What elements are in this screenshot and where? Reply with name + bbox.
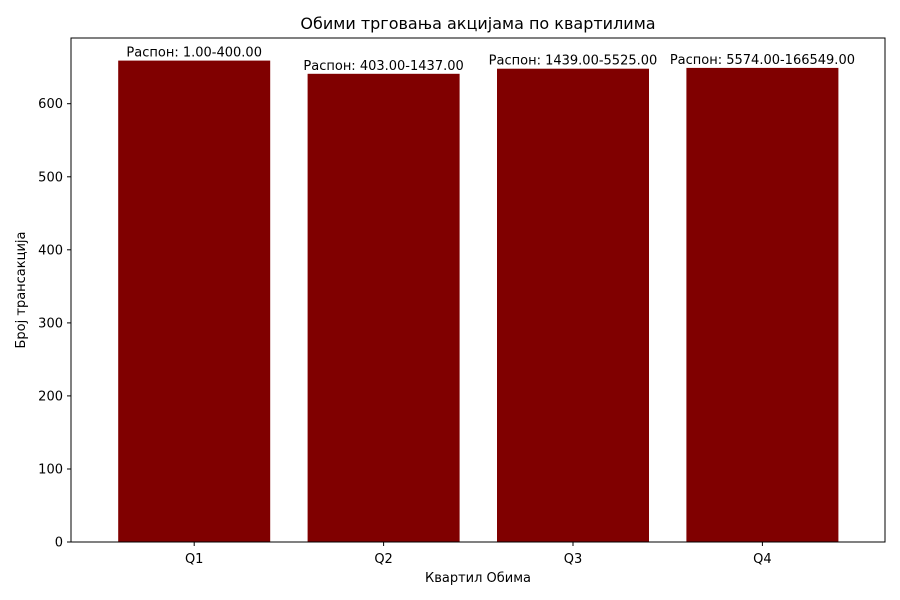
plot-area-frame xyxy=(70,37,886,543)
chart-title: Обими трговања акцијама по квартилима xyxy=(300,14,655,33)
x-tick-label-q4: Q4 xyxy=(753,552,772,567)
y-tick-label-600: 600 xyxy=(38,97,63,112)
y-axis-label: Број трансакција xyxy=(14,232,29,349)
y-tick-label-300: 300 xyxy=(38,316,63,331)
bar-q3 xyxy=(497,68,649,542)
bar-q2 xyxy=(307,73,460,543)
data-label-q1: Распон: 1.00-400.00 xyxy=(126,46,262,61)
x-tick-label-q2: Q2 xyxy=(374,552,393,567)
y-tick-label-400: 400 xyxy=(38,243,63,258)
y-tick-label-100: 100 xyxy=(38,463,63,478)
data-label-q4: Распон: 5574.00-166549.00 xyxy=(670,53,855,68)
x-axis-ticks: Q1 Q2 Q3 Q4 xyxy=(185,542,772,567)
data-label-q2: Распон: 403.00-1437.00 xyxy=(303,59,463,74)
x-tick-label-q3: Q3 xyxy=(564,552,583,567)
y-tick-label-200: 200 xyxy=(38,389,63,404)
bars-group xyxy=(118,60,839,543)
x-axis-label: Квартил Обима xyxy=(425,571,531,586)
y-tick-label-0: 0 xyxy=(55,536,63,551)
bar-q4 xyxy=(686,67,839,543)
y-tick-label-500: 500 xyxy=(38,170,63,185)
y-axis-ticks: 0 100 200 300 400 500 600 xyxy=(38,97,71,551)
x-tick-label-q1: Q1 xyxy=(185,552,204,567)
data-label-q3: Распон: 1439.00-5525.00 xyxy=(489,54,658,69)
bar-q1 xyxy=(118,60,271,542)
data-labels-group: Распон: 1.00-400.00 Распон: 403.00-1437.0… xyxy=(126,46,855,74)
